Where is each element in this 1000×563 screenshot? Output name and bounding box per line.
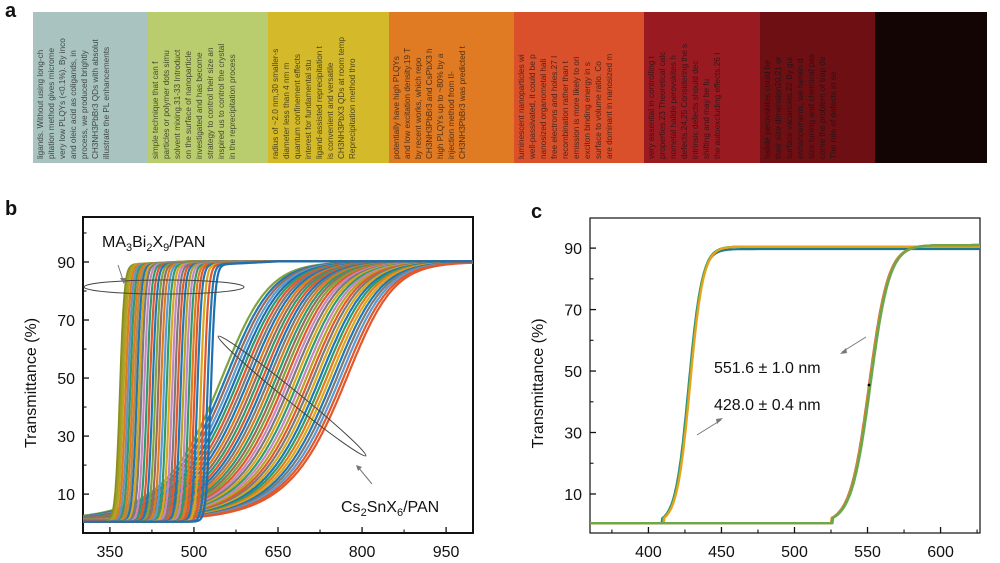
annotation-label-428: 428.0 ± 0.4 nm [714,397,821,414]
annotation-arrow [696,419,722,436]
transmittance-curve [590,243,980,525]
x-tick-label: 550 [854,544,881,561]
y-tick-label: 30 [57,429,75,446]
y-tick-label: 90 [564,241,582,258]
transmittance-curve [590,245,980,525]
panel-a-label: a [5,0,17,22]
film-strip: simple technique that can f particles or… [148,12,268,163]
x-tick-label: 450 [708,544,735,561]
y-tick-label: 10 [564,487,582,504]
film-strip-text: luminescent nanoparticles wi well-passiv… [517,53,614,159]
y-tick-label: 50 [57,371,75,388]
transmittance-curve [590,243,980,525]
x-tick-label: 800 [349,544,376,561]
film-strip: radius of ~2.0 nm,30 smaller-s diameter … [268,12,389,163]
film-strip: potentially have high PLQYs and low exci… [389,12,514,163]
group-ellipse [83,279,245,295]
film-strip: very essential in controlling t properti… [644,12,760,163]
curves-group [590,243,980,525]
y-axis-label: Transmittance (%) [23,318,40,448]
film-strip: ligands. Without using long-ch pitation … [33,12,148,163]
panel-b-label: b [5,198,18,220]
chart-b: 350 500 650 800 950 10 30 50 70 90 Transmittance (… [23,216,474,561]
film-strip: halide perovskites could be their size d… [760,12,875,163]
curves-group [83,260,473,523]
panel-c-label: c [531,201,543,223]
y-tick-label: 50 [564,364,582,381]
group-ellipse [217,335,367,457]
y-tick-label: 10 [57,487,75,504]
annotation-label-cs2snx6: Cs2SnX6/PAN [341,499,439,519]
annotation-arrow [841,336,867,353]
transmittance-curve [590,243,980,525]
y-tick-label: 70 [564,303,582,320]
y-tick-label: 30 [564,426,582,443]
y-tick-label: 90 [57,255,75,272]
arrow-head [840,348,847,354]
transmittance-curve [83,260,473,523]
x-tick-label: 350 [97,544,124,561]
y-axis-label: Transmittance (%) [530,318,547,448]
data-marker [867,383,871,387]
transmittance-curve [590,243,980,525]
film-strip [875,12,987,163]
transmittance-curve [590,245,980,525]
annotation-arrow [357,466,373,485]
x-tick-label: 650 [265,544,292,561]
annotation-label-ma3bi2x9: MA3Bi2X9/PAN [102,234,205,254]
film-strip-text [877,16,985,159]
annotation-label-551: 551.6 ± 1.0 nm [714,360,821,377]
y-tick-label: 70 [57,313,75,330]
transmittance-curve [590,247,980,525]
film-strip: luminescent nanoparticles wi well-passiv… [514,12,644,163]
x-tick-label: 500 [781,544,808,561]
x-tick-label: 400 [635,544,662,561]
arrow-head [716,418,723,424]
film-strip-text: halide perovskites could be their size d… [763,53,838,159]
x-tick-label: 600 [927,544,954,561]
plot-frame [589,217,981,534]
colored-films-photo: ligands. Without using long-ch pitation … [33,12,987,163]
film-strip-text: very essential in controlling t properti… [647,43,722,159]
transmittance-curve [590,245,980,525]
arrow-head [356,465,362,471]
arrow-head [120,278,126,284]
x-tick-label: 500 [181,544,208,561]
x-tick-label: 950 [433,544,460,561]
